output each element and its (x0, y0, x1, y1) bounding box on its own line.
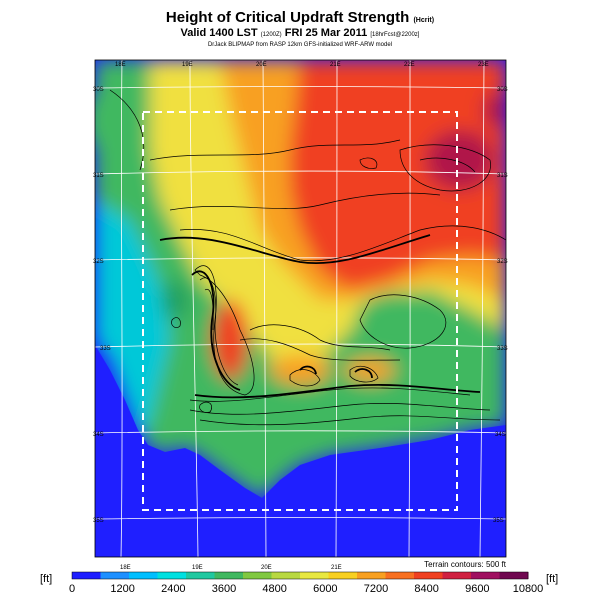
lon-label-20E-top: 20E (256, 62, 267, 68)
colorbar-tick-label: 10800 (513, 583, 544, 595)
colorbar-swatch (499, 572, 529, 579)
map-title: Height of Critical Updraft Strength (Hcr… (0, 9, 600, 26)
colorbar-swatch (214, 572, 244, 579)
lon-label-19E-bottom: 19E (192, 565, 203, 571)
title-text: Height of Critical Updraft Strength (165, 9, 410, 26)
colorbar-unit-left: [ft] (40, 573, 53, 585)
terrain-contour-note: Terrain contours: 500 ft (424, 560, 506, 569)
colorbar-tick-label: 4800 (262, 583, 286, 595)
lon-label-19E-top: 19E (182, 62, 193, 68)
latitude-labels-left: 30S 31S 32S 33S 34S 35S (93, 87, 111, 524)
colorbar-frame (71, 571, 529, 580)
colorbar-swatch (100, 572, 130, 579)
inner-domain-box (142, 111, 458, 511)
colorbar-swatch (243, 572, 272, 579)
colorbar-tick-label: 2400 (161, 583, 185, 595)
colorbar-swatch (157, 572, 187, 579)
graticule (95, 60, 506, 557)
colorbar-ticks: 0 1200 2400 3600 4800 6000 7200 8400 9600 10800 (69, 583, 543, 595)
heatmap-field (95, 60, 506, 557)
colorbar-tick-label: 3600 (212, 583, 236, 595)
colorbar-tick-label: 0 (69, 583, 75, 595)
colorbar-swatch (357, 572, 386, 579)
lat-label-right-34S: 34S (495, 432, 506, 438)
map-subtitle: Valid 1400 LST (1200Z) FRI 25 Mar 2011 [… (0, 27, 600, 39)
colorbar-tick-label: 9600 (465, 583, 489, 595)
colorbar-swatch (385, 572, 415, 579)
subtitle-valid: Valid 1400 LST (180, 27, 258, 39)
lat-label-left-34S: 34S (93, 432, 104, 438)
lat-label-left-35S: 35S (93, 518, 104, 524)
lon-label-18E-top: 18E (115, 62, 126, 68)
colorbar-tick-label: 1200 (110, 583, 134, 595)
lat-label-left-30S: 30S (93, 87, 104, 93)
latitude-labels-right: 30S 31S 32S 33S 34S 35S (493, 87, 508, 524)
lat-label-right-31S: 31S (497, 173, 508, 179)
lon-label-21E-top: 21E (330, 62, 341, 68)
lon-label-22E-top: 22E (404, 62, 415, 68)
map-credit: DrJack BLIPMAP from RASP 12km GFS-initia… (207, 42, 393, 48)
lat-label-left-32S: 32S (93, 259, 104, 265)
subtitle-forecast: [18hrFcst@2200z] (370, 32, 420, 38)
coastline-ocean (95, 345, 506, 557)
colorbar-tick-label: 7200 (364, 583, 388, 595)
colorbar-swatch (471, 572, 500, 579)
lat-label-left-33S: 33S (100, 346, 111, 352)
colorbar-tick-label: 8400 (414, 583, 438, 595)
subtitle-date: FRI 25 Mar 2011 (284, 27, 368, 39)
colorbar-swatch (442, 572, 472, 579)
terrain-contours-major (159, 234, 481, 399)
longitude-labels-bottom: 18E 19E 20E 21E (120, 565, 342, 571)
colorbar (71, 571, 529, 580)
lat-label-left-31S: 31S (93, 173, 104, 179)
lat-label-right-30S: 30S (497, 87, 508, 93)
lon-label-23E-top: 23E (478, 62, 489, 68)
map-frame (94, 59, 507, 558)
lat-label-right-32S: 32S (497, 259, 508, 265)
colorbar-swatch (271, 572, 301, 579)
lon-label-20E-bottom: 20E (261, 565, 272, 571)
lat-label-right-35S: 35S (493, 518, 504, 524)
colorbar-swatch (328, 572, 358, 579)
lon-label-21E-bottom: 21E (331, 565, 342, 571)
colorbar-swatch (186, 572, 215, 579)
lat-label-right-33S: 33S (497, 346, 508, 352)
lon-label-18E-bottom: 18E (120, 565, 131, 571)
colorbar-swatch (129, 572, 158, 579)
colorbar-swatch (300, 572, 329, 579)
longitude-labels-top: 18E 19E 20E 21E 22E 23E (115, 62, 489, 68)
subtitle-utc: (1200Z) (260, 32, 282, 38)
colorbar-swatch (72, 572, 101, 579)
colorbar-tick-label: 6000 (313, 583, 337, 595)
colorbar-swatch (414, 572, 443, 579)
colorbar-unit-right: [ft] (546, 573, 559, 585)
title-units: (Hcrit) (413, 17, 435, 24)
